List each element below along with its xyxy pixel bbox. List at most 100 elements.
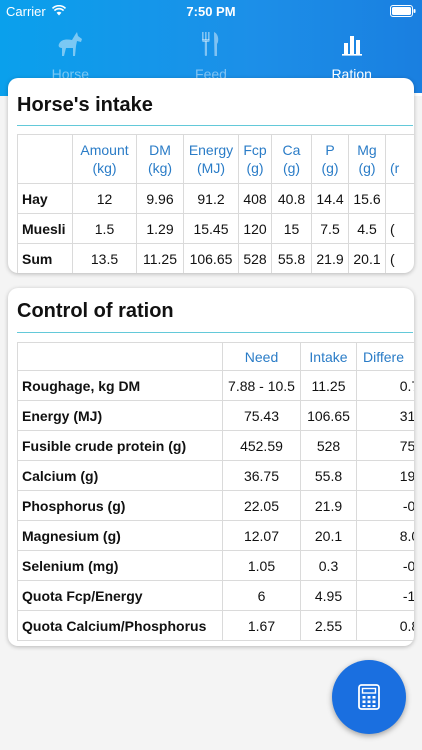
- col-header: DM (kg): [136, 134, 184, 184]
- cell: 1.29: [136, 213, 184, 244]
- table-row: Roughage, kg DM 7.88 - 10.5 11.25 0.75: [17, 370, 414, 401]
- row-label: Roughage, kg DM: [17, 370, 223, 401]
- cell: 528: [238, 243, 272, 273]
- cell: 15.45: [183, 213, 239, 244]
- col-header: Fcp (g): [238, 134, 272, 184]
- card-title: Horse's intake: [17, 94, 153, 116]
- row-label: Energy (MJ): [17, 400, 223, 431]
- difference-cell: -1.0: [356, 580, 414, 611]
- col-header: Differe: [356, 342, 414, 371]
- cell: (: [385, 213, 414, 244]
- cell: 21.9: [311, 243, 349, 273]
- col-header: P (g): [311, 134, 349, 184]
- table-row: Magnesium (g) 12.07 20.1 8.03: [17, 520, 414, 551]
- cell: 12: [72, 183, 137, 214]
- row-label: Muesli: [17, 213, 73, 244]
- cell: 15.6: [348, 183, 386, 214]
- row-label: Calcium (g): [17, 460, 223, 491]
- intake-cell: 21.9: [300, 490, 357, 521]
- horse-intake-card: Horse's intake Amount (kg) DM (kg) Energy(…: [8, 78, 414, 273]
- row-label: Sum: [17, 243, 73, 273]
- need-cell: 36.75: [222, 460, 301, 491]
- control-table: Need Intake Differe Roughage, kg DM 7.88…: [17, 342, 414, 641]
- cell: 408: [238, 183, 272, 214]
- table-row: Quota Fcp/Energy 6 4.95 -1.0: [17, 580, 414, 611]
- intake-cell: 106.65: [300, 400, 357, 431]
- card-title: Control of ration: [17, 300, 174, 322]
- difference-cell: 19.0: [356, 460, 414, 491]
- bar-chart-icon: [341, 36, 362, 56]
- corner-cell: [17, 342, 223, 371]
- intake-cell: 4.95: [300, 580, 357, 611]
- col-header: Need: [222, 342, 301, 371]
- need-cell: 1.05: [222, 550, 301, 581]
- difference-cell: 31.2: [356, 400, 414, 431]
- intake-cell: 2.55: [300, 610, 357, 641]
- intake-cell: 55.8: [300, 460, 357, 491]
- row-label: Hay: [17, 183, 73, 214]
- cell: 55.8: [271, 243, 312, 273]
- row-label: Selenium (mg): [17, 550, 223, 581]
- table-row: Quota Calcium/Phosphorus 1.67 2.55 0.88: [17, 610, 414, 641]
- need-cell: 12.07: [222, 520, 301, 551]
- need-cell: 7.88 - 10.5: [222, 370, 301, 401]
- cell: 120: [238, 213, 272, 244]
- table-row: Calcium (g) 36.75 55.8 19.0: [17, 460, 414, 491]
- table-row: Energy (MJ) 75.43 106.65 31.2: [17, 400, 414, 431]
- cell: 40.8: [271, 183, 312, 214]
- row-label: Fusible crude protein (g): [17, 430, 223, 461]
- fork-knife-icon: [202, 32, 219, 56]
- table-row: Selenium (mg) 1.05 0.3 -0.7: [17, 550, 414, 581]
- calculate-button[interactable]: [332, 660, 406, 734]
- row-label: Quota Fcp/Energy: [17, 580, 223, 611]
- cell: 20.1: [348, 243, 386, 273]
- cell: 14.4: [311, 183, 349, 214]
- table-row: Phosphorus (g) 22.05 21.9 -0.1: [17, 490, 414, 521]
- title-divider: [17, 332, 413, 333]
- difference-cell: -0.7: [356, 550, 414, 581]
- cell: 11.25: [136, 243, 184, 273]
- col-header: Amount (kg): [72, 134, 137, 184]
- control-of-ration-card: Control of ration Need Intake Differe Ro…: [8, 288, 414, 646]
- status-time: 7:50 PM: [186, 4, 236, 19]
- table-row: Sum 13.5 11.25 106.65 528 55.8 21.9 20.1…: [17, 243, 414, 273]
- cell: 1.5: [72, 213, 137, 244]
- need-cell: 75.43: [222, 400, 301, 431]
- battery-icon: [390, 5, 416, 17]
- corner-cell: [17, 134, 73, 184]
- row-label: Magnesium (g): [17, 520, 223, 551]
- cell: 9.96: [136, 183, 184, 214]
- intake-cell: 0.3: [300, 550, 357, 581]
- col-header: Energy (MJ): [183, 134, 239, 184]
- intake-table: Amount (kg) DM (kg) Energy (MJ) Fcp (g) Ca (g…: [17, 134, 414, 273]
- table-header-row: Amount (kg) DM (kg) Energy (MJ) Fcp (g) Ca (g…: [17, 134, 414, 184]
- cell: 106.65: [183, 243, 239, 273]
- intake-cell: 528: [300, 430, 357, 461]
- cell: (: [385, 243, 414, 273]
- table-header-row: Need Intake Differe: [17, 342, 414, 371]
- col-header: Mg (g): [348, 134, 386, 184]
- row-label: Quota Calcium/Phosphorus: [17, 610, 223, 641]
- row-label: Phosphorus (g): [17, 490, 223, 521]
- intake-cell: 20.1: [300, 520, 357, 551]
- wifi-icon: [52, 5, 66, 16]
- table-row: Muesli 1.5 1.29 15.45 120 15 7.5 4.5 (: [17, 213, 414, 244]
- need-cell: 6: [222, 580, 301, 611]
- title-divider: [17, 125, 413, 126]
- cell: 4.5: [348, 213, 386, 244]
- horse-icon: [58, 32, 83, 56]
- cell: 91.2: [183, 183, 239, 214]
- status-bar: Carrier 7:50 PM: [0, 0, 422, 22]
- cell: [385, 183, 414, 214]
- cell: 13.5: [72, 243, 137, 273]
- table-row: Fusible crude protein (g) 452.59 528 75.…: [17, 430, 414, 461]
- need-cell: 22.05: [222, 490, 301, 521]
- carrier-label: Carrier: [6, 4, 46, 19]
- table-row: Hay 12 9.96 91.2 408 40.8 14.4 15.6: [17, 183, 414, 214]
- need-cell: 1.67: [222, 610, 301, 641]
- intake-cell: 11.25: [300, 370, 357, 401]
- cell: 7.5: [311, 213, 349, 244]
- need-cell: 452.59: [222, 430, 301, 461]
- difference-cell: 8.03: [356, 520, 414, 551]
- col-header: Intake: [300, 342, 357, 371]
